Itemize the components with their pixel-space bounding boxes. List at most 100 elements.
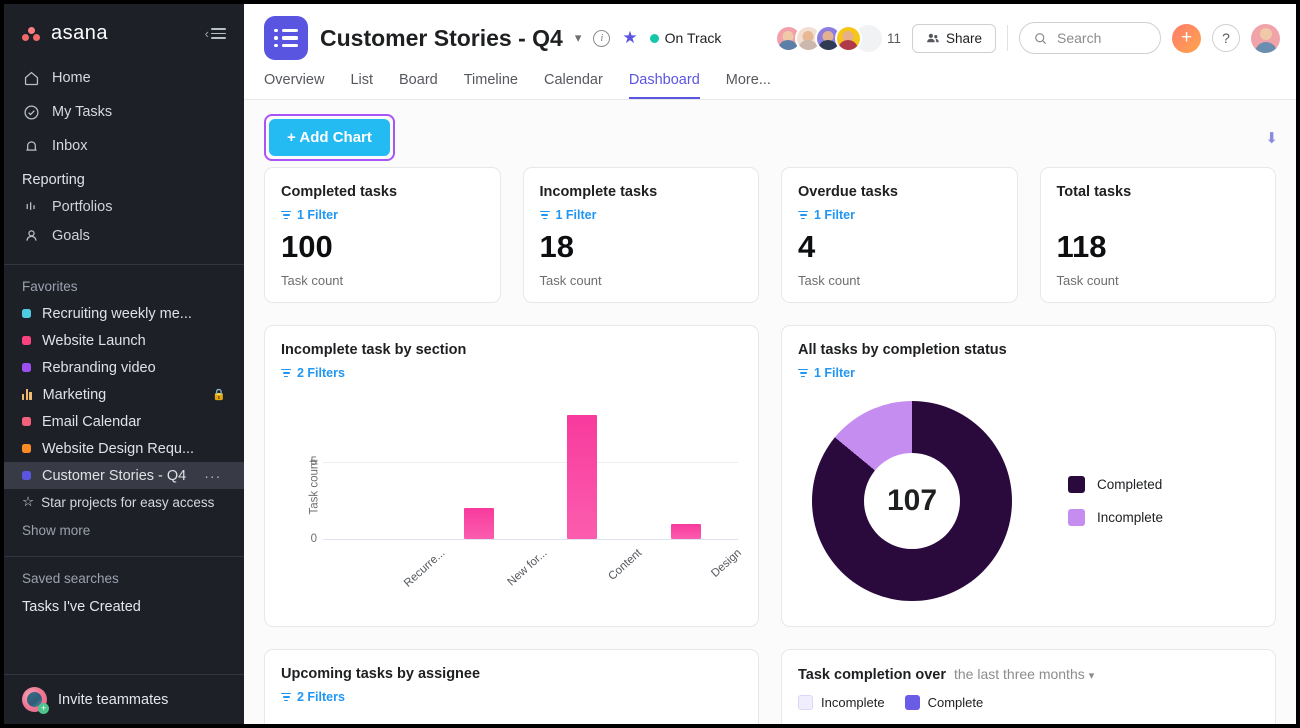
project-header: Customer Stories - Q4 ▾ i ★ On Track 11 bbox=[244, 4, 1296, 100]
sidebar-divider-2 bbox=[4, 556, 244, 557]
filter-link[interactable]: 2 Filters bbox=[281, 366, 742, 380]
tab-board[interactable]: Board bbox=[399, 72, 438, 88]
chevron-down-icon[interactable]: ▾ bbox=[574, 30, 582, 45]
user-avatar[interactable] bbox=[1251, 23, 1280, 53]
chart-card-task-completion-over-time[interactable]: Task completion over the last three mont… bbox=[781, 649, 1276, 724]
favorite-label: Website Design Requ... bbox=[42, 440, 195, 457]
star-icon[interactable]: ★ bbox=[622, 28, 638, 47]
favorite-rebranding-video[interactable]: Rebranding video bbox=[4, 354, 244, 381]
filter-link[interactable]: 2 Filters bbox=[281, 690, 742, 704]
sidebar-item-portfolios[interactable]: Portfolios bbox=[4, 192, 244, 221]
star-outline-icon: ☆ bbox=[22, 494, 35, 509]
tab-overview[interactable]: Overview bbox=[264, 72, 325, 88]
share-button[interactable]: Share bbox=[911, 23, 996, 53]
donut-hole bbox=[864, 453, 960, 549]
download-icon[interactable]: ⬇ bbox=[1265, 129, 1278, 147]
star-hint-label: Star projects for easy access bbox=[41, 494, 215, 510]
bar[interactable] bbox=[671, 523, 702, 539]
primary-nav: Home My Tasks Inbox Reporting Portfolio bbox=[4, 51, 244, 254]
filter-link[interactable]: 1 Filter bbox=[281, 208, 484, 222]
project-header-row: Customer Stories - Q4 ▾ i ★ On Track 11 bbox=[264, 16, 1280, 60]
stat-card-overdue-tasks[interactable]: Overdue tasks 1 Filter 4 Task count bbox=[781, 167, 1018, 303]
asana-logo-icon bbox=[22, 26, 44, 42]
add-chart-button[interactable]: + Add Chart bbox=[269, 119, 390, 156]
filter-icon bbox=[281, 210, 291, 220]
favorite-marketing[interactable]: Marketing 🔒 bbox=[4, 381, 244, 408]
status-badge[interactable]: On Track bbox=[649, 30, 722, 46]
favorite-customer-stories-q4[interactable]: Customer Stories - Q4 ··· bbox=[4, 462, 244, 489]
star-projects-hint[interactable]: ☆ Star projects for easy access bbox=[4, 489, 244, 515]
member-avatars[interactable]: 11 bbox=[774, 24, 901, 52]
saved-search-tasks-ive-created[interactable]: Tasks I've Created bbox=[22, 599, 141, 615]
search-input[interactable]: Search bbox=[1019, 22, 1161, 54]
dashboard-body: + Add Chart ⬇ Completed tasks 1 Filter 1… bbox=[244, 100, 1296, 724]
info-icon[interactable]: i bbox=[593, 29, 611, 47]
status-label: On Track bbox=[664, 30, 722, 46]
favorite-label: Marketing bbox=[42, 386, 107, 403]
tab-list[interactable]: List bbox=[350, 72, 374, 88]
stat-subtitle: Task count bbox=[539, 273, 602, 288]
sidebar-item-label: My Tasks bbox=[52, 104, 113, 120]
stat-card-completed-tasks[interactable]: Completed tasks 1 Filter 100 Task count bbox=[264, 167, 501, 303]
filter-link[interactable]: 1 Filter bbox=[798, 366, 1259, 380]
tab-timeline[interactable]: Timeline bbox=[463, 72, 518, 88]
stat-subtitle: Task count bbox=[281, 273, 344, 288]
filter-link[interactable]: 1 Filter bbox=[798, 208, 1001, 222]
sidebar-item-inbox[interactable]: Inbox bbox=[4, 129, 244, 163]
bar[interactable] bbox=[463, 508, 494, 539]
project-color-dot bbox=[22, 363, 31, 372]
chart-card-incomplete-task-by-section[interactable]: Incomplete task by section 2 Filters Tas… bbox=[264, 325, 759, 627]
stat-value: 100 bbox=[281, 229, 333, 264]
overflow-menu-icon[interactable]: ··· bbox=[204, 467, 222, 484]
favorite-website-launch[interactable]: Website Launch bbox=[4, 327, 244, 354]
legend-swatch bbox=[1068, 476, 1085, 493]
project-color-dot bbox=[22, 444, 31, 453]
legend-swatch bbox=[904, 695, 920, 710]
show-more-button[interactable]: Show more bbox=[22, 523, 91, 538]
sidebar-item-label: Portfolios bbox=[52, 198, 113, 215]
collapse-sidebar-button[interactable]: ‹ bbox=[205, 27, 226, 40]
invite-teammates-button[interactable]: + Invite teammates bbox=[4, 674, 244, 724]
asana-logo[interactable]: asana bbox=[22, 22, 108, 45]
sidebar-item-my-tasks[interactable]: My Tasks bbox=[4, 95, 244, 129]
filter-icon bbox=[281, 692, 291, 702]
legend-item-incomplete: Incomplete bbox=[798, 695, 885, 710]
x-axis-tick: Content bbox=[606, 547, 645, 583]
filter-link[interactable]: 1 Filter bbox=[539, 208, 743, 222]
tab-more[interactable]: More... bbox=[725, 72, 771, 88]
stat-card-total-tasks[interactable]: Total tasks 118 Task count bbox=[1039, 167, 1276, 303]
favorite-label: Customer Stories - Q4 bbox=[42, 467, 187, 484]
sidebar-item-goals[interactable]: Goals bbox=[4, 221, 244, 250]
help-button[interactable]: ? bbox=[1212, 24, 1240, 52]
chart-card-all-tasks-by-completion-status[interactable]: All tasks by completion status 1 Filter … bbox=[781, 325, 1276, 627]
favorite-recruiting-weekly-meeting[interactable]: Recruiting weekly me... bbox=[4, 300, 244, 327]
stat-value: 118 bbox=[1056, 229, 1107, 264]
stat-card-incomplete-tasks[interactable]: Incomplete tasks 1 Filter 18 Task count bbox=[522, 167, 759, 303]
hamburger-icon bbox=[211, 28, 226, 39]
legend-item-completed: Completed bbox=[1068, 476, 1163, 493]
sidebar-item-home[interactable]: Home bbox=[4, 61, 244, 95]
create-button[interactable]: + bbox=[1172, 23, 1201, 53]
chart-title: Task completion over bbox=[798, 667, 946, 683]
time-range-dropdown[interactable]: the last three months ▾ bbox=[954, 666, 1094, 682]
status-dot-icon bbox=[649, 33, 659, 43]
header-actions: 11 Share Search + ? bbox=[774, 22, 1280, 54]
avatar[interactable] bbox=[834, 24, 862, 52]
favorite-email-calendar[interactable]: Email Calendar bbox=[4, 408, 244, 435]
chart-card-upcoming-tasks-by-assignee[interactable]: Upcoming tasks by assignee 2 Filters bbox=[264, 649, 759, 724]
favorite-website-design-requests[interactable]: Website Design Requ... bbox=[4, 435, 244, 462]
sidebar-item-label: Home bbox=[52, 70, 91, 86]
main-area: Customer Stories - Q4 ▾ i ★ On Track 11 bbox=[244, 4, 1296, 724]
filter-label: 1 Filter bbox=[297, 208, 338, 222]
portfolio-bars-icon bbox=[22, 389, 32, 400]
dashboard-grid: Completed tasks 1 Filter 100 Task count … bbox=[244, 167, 1296, 724]
tab-calendar[interactable]: Calendar bbox=[543, 72, 603, 88]
favorites-section-label: Favorites bbox=[22, 279, 78, 294]
donut-ring: 107 bbox=[812, 401, 1012, 601]
tab-dashboard[interactable]: Dashboard bbox=[628, 72, 700, 99]
sidebar-item-label: Inbox bbox=[52, 138, 88, 154]
people-icon bbox=[927, 33, 939, 43]
filter-label: 1 Filter bbox=[814, 208, 855, 222]
bar[interactable] bbox=[567, 415, 598, 539]
